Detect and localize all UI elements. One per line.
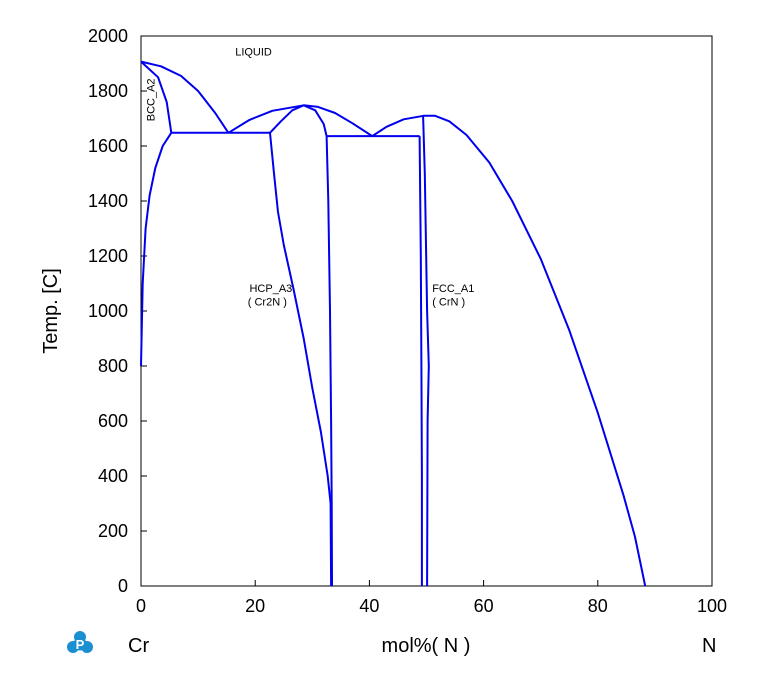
region-labels: LIQUID BCC_A2 HCP_A3 ( Cr2N ) FCC_A1 ( CrN )	[146, 46, 475, 308]
phase-boundary-8	[269, 132, 333, 587]
x-tick-label: 80	[588, 596, 608, 616]
y-tick-label: 2000	[88, 26, 128, 46]
y-tick-label: 1800	[88, 81, 128, 101]
y-tick-label: 1400	[88, 191, 128, 211]
y-tick-label: 1200	[88, 246, 128, 266]
phase-boundary-11	[371, 114, 424, 137]
x-tick-label: 0	[136, 596, 146, 616]
phase-boundary-5	[227, 104, 373, 137]
phase-boundary-14	[423, 114, 647, 587]
phase-boundary-12	[418, 136, 423, 586]
phase-boundary-6	[269, 104, 305, 134]
region-label: ( Cr2N )	[248, 297, 287, 309]
axis-ticks: 0 20 40 60 80 1000200400600800100012001400160…	[88, 26, 727, 616]
x-tick-label: 20	[245, 596, 265, 616]
phase-boundary-3	[140, 132, 173, 367]
svg-text:P: P	[76, 637, 85, 652]
y-tick-label: 800	[98, 356, 128, 376]
logo-icon: P	[67, 631, 93, 653]
region-label: ( CrN )	[432, 297, 465, 309]
y-axis-title: Temp. [C]	[40, 268, 62, 354]
region-label: BCC_A2	[146, 78, 158, 121]
x-right-component: N	[702, 635, 716, 657]
y-tick-label: 0	[118, 576, 128, 596]
phase-boundary-2	[140, 60, 230, 134]
x-left-component: Cr	[128, 635, 149, 657]
phase-boundary-7	[303, 104, 328, 137]
y-tick-label: 600	[98, 411, 128, 431]
x-tick-label: 60	[474, 596, 494, 616]
y-tick-label: 1000	[88, 301, 128, 321]
phase-boundary-13	[422, 115, 430, 587]
phase-boundary-9	[325, 136, 333, 587]
phase-boundaries	[140, 60, 647, 587]
x-tick-label: 40	[359, 596, 379, 616]
y-tick-label: 400	[98, 466, 128, 486]
region-label: LIQUID	[235, 46, 272, 58]
x-tick-label: 100	[697, 596, 727, 616]
region-label: FCC_A1	[432, 283, 474, 295]
phase-boundary-1	[140, 60, 173, 133]
y-tick-label: 1600	[88, 136, 128, 156]
y-tick-label: 200	[98, 521, 128, 541]
region-label: HCP_A3	[249, 283, 292, 295]
x-axis-title: mol%( N )	[382, 635, 471, 657]
